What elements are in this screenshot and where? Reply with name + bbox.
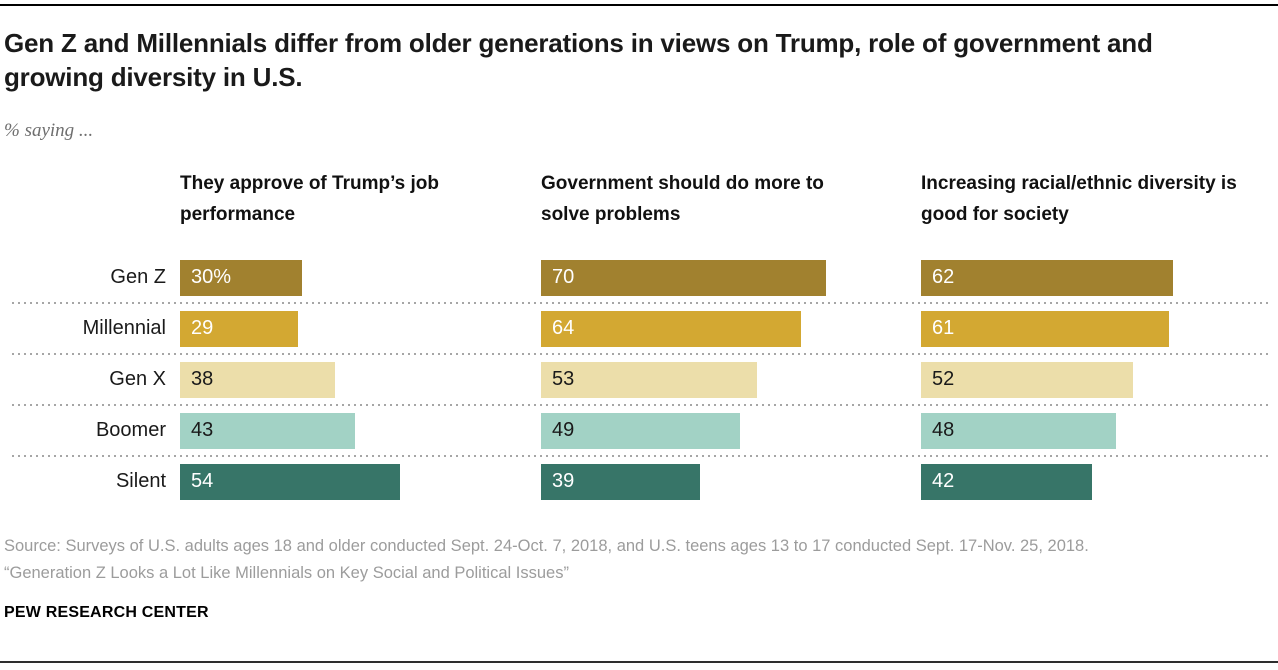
panel-headers: They approve of Trump’s job performance G…: [4, 168, 1272, 230]
bar-panel1-silent: 54: [180, 463, 400, 500]
row-separator: [12, 455, 1272, 457]
bar-value-label: 43: [191, 419, 214, 441]
bar-slot-panel1-gen-x: 38: [180, 361, 541, 398]
bar-slot-panel1-millennial: 29: [180, 310, 541, 347]
row-separator: [12, 404, 1272, 406]
bar-panel2-millennial: 64: [541, 310, 801, 347]
bar-panel3-silent: 42: [921, 463, 1092, 500]
bar-slot-panel3-millennial: 61: [921, 310, 1278, 347]
row-label-boomer: Boomer: [95, 419, 166, 441]
bar-panel2-silent: 39: [541, 463, 700, 500]
bar-slot-panel3-gen-x: 52: [921, 361, 1278, 398]
bar-value-label: 54: [191, 470, 214, 492]
chart-row-silent: Silent 54 39 42: [4, 457, 1272, 506]
bar-panel1-millennial: 29: [180, 310, 298, 347]
row-label-gen-x: Gen X: [109, 368, 166, 390]
bar-slot-panel2-gen-z: 70: [541, 259, 921, 296]
bar-value-label: 53: [552, 368, 575, 390]
bar-panel3-boomer: 48: [921, 412, 1116, 449]
chart-subtitle: % saying ...: [4, 120, 94, 141]
content-area: Gen Z and Millennials differ from older …: [0, 26, 1278, 622]
bar-value-label: 39: [552, 470, 575, 492]
bar-value-label: 48: [932, 419, 955, 441]
bar-value-label: 62: [932, 266, 955, 288]
chart-row-gen-z: Gen Z 30% 70 62: [4, 253, 1272, 302]
bar-panel2-boomer: 49: [541, 412, 740, 449]
bar-slot-panel3-boomer: 48: [921, 412, 1278, 449]
panel-header-3: Increasing racial/ethnic diversity is go…: [921, 173, 1237, 225]
bar-value-label: 61: [932, 317, 955, 339]
bar-panel1-boomer: 43: [180, 412, 355, 449]
chart-rows: Gen Z 30% 70 62 Millennial 29 64 61 Gen X 38 53 52 B…: [4, 253, 1272, 506]
chart-row-boomer: Boomer 43 49 48: [4, 406, 1272, 455]
bar-value-label: 70: [552, 266, 575, 288]
bar-slot-panel3-gen-z: 62: [921, 259, 1278, 296]
bar-slot-panel2-gen-x: 53: [541, 361, 921, 398]
bar-slot-panel2-boomer: 49: [541, 412, 921, 449]
bar-panel1-gen-x: 38: [180, 361, 335, 398]
bottom-rule: [0, 661, 1278, 663]
page-title: Gen Z and Millennials differ from older …: [4, 28, 1153, 92]
bar-slot-panel3-silent: 42: [921, 463, 1278, 500]
bar-panel2-gen-z: 70: [541, 259, 826, 296]
bar-value-label: 49: [552, 419, 575, 441]
bar-value-label: 64: [552, 317, 575, 339]
bar-slot-panel1-gen-z: 30%: [180, 259, 541, 296]
bar-panel3-millennial: 61: [921, 310, 1169, 347]
bar-panel3-gen-x: 52: [921, 361, 1133, 398]
bar-panel2-gen-x: 53: [541, 361, 757, 398]
row-label-gen-z: Gen Z: [110, 266, 166, 288]
bar-value-label: 38: [191, 368, 214, 390]
chart-row-gen-x: Gen X 38 53 52: [4, 355, 1272, 404]
bar-value-label: 42: [932, 470, 955, 492]
bar-panel3-gen-z: 62: [921, 259, 1173, 296]
chart-row-millennial: Millennial 29 64 61: [4, 304, 1272, 353]
row-label-millennial: Millennial: [82, 317, 166, 339]
bar-value-label: 52: [932, 368, 955, 390]
footer: Source: Surveys of U.S. adults ages 18 a…: [4, 533, 1272, 622]
row-separator: [12, 302, 1272, 304]
bar-value-label: 30%: [191, 266, 232, 288]
report-title-note: “Generation Z Looks a Lot Like Millennia…: [4, 564, 569, 582]
bar-value-label: 29: [191, 317, 214, 339]
brand-label: PEW RESEARCH CENTER: [4, 604, 209, 621]
panel-header-1: They approve of Trump’s job performance: [180, 173, 439, 225]
panel-header-2: Government should do more to solve probl…: [541, 173, 824, 225]
bar-slot-panel1-silent: 54: [180, 463, 541, 500]
bar-slot-panel1-boomer: 43: [180, 412, 541, 449]
row-separator: [12, 353, 1272, 355]
source-note: Source: Surveys of U.S. adults ages 18 a…: [4, 537, 1089, 555]
chart: They approve of Trump’s job performance G…: [4, 168, 1272, 506]
bar-slot-panel2-millennial: 64: [541, 310, 921, 347]
row-label-silent: Silent: [115, 470, 166, 492]
bar-slot-panel2-silent: 39: [541, 463, 921, 500]
bar-panel1-gen-z: 30%: [180, 259, 302, 296]
top-rule: [0, 4, 1278, 6]
